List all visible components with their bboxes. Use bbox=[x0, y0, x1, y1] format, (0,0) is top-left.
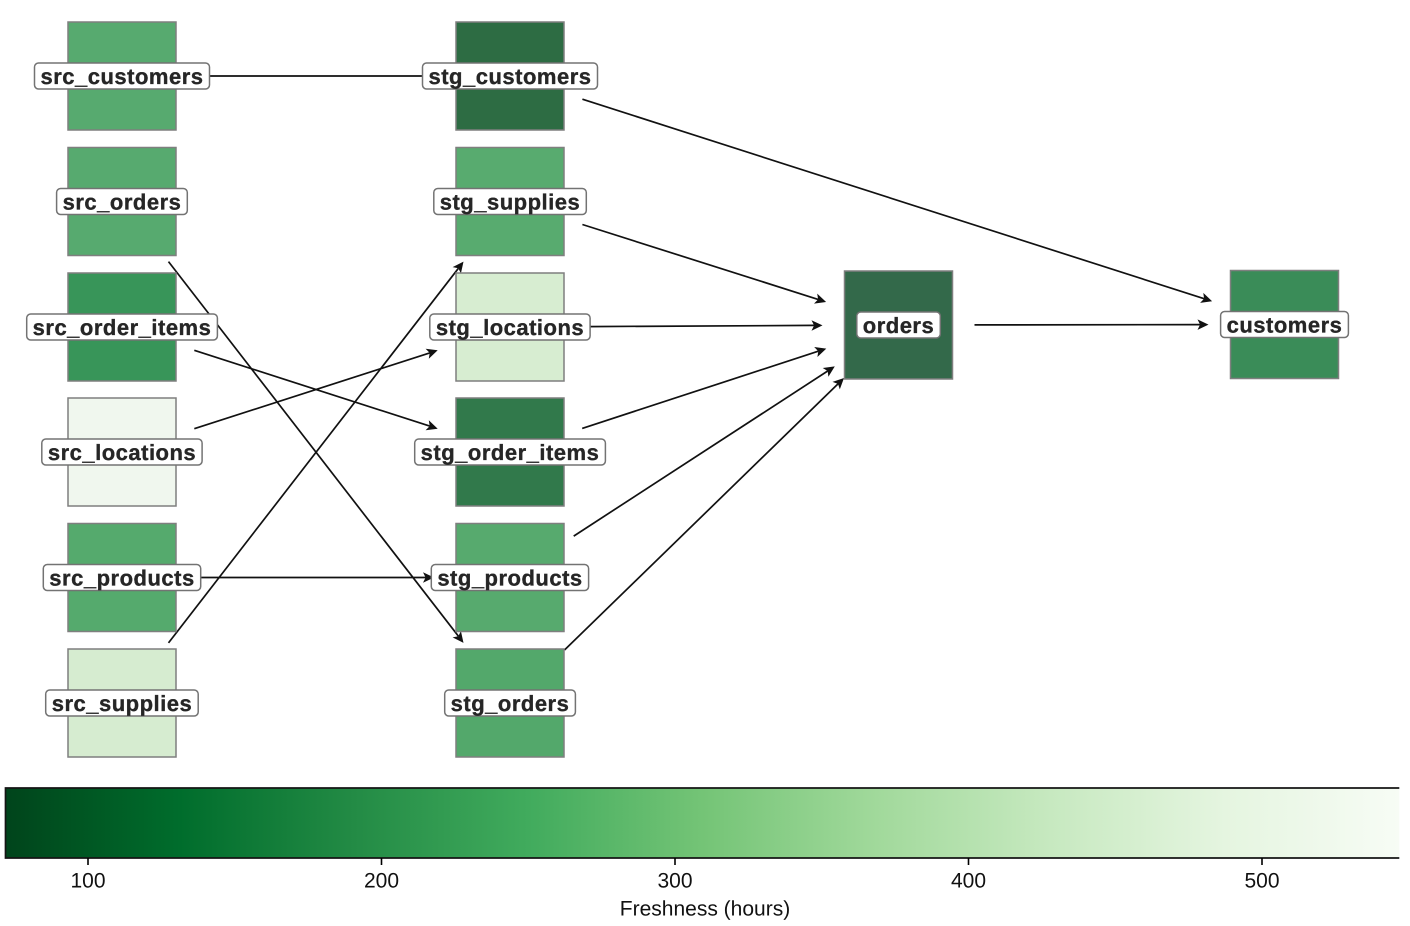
svg-text:src_order_items: src_order_items bbox=[33, 315, 212, 340]
svg-text:stg_supplies: stg_supplies bbox=[440, 189, 580, 214]
svg-text:stg_products: stg_products bbox=[437, 565, 582, 590]
svg-text:src_locations: src_locations bbox=[48, 440, 196, 465]
svg-text:stg_orders: stg_orders bbox=[451, 691, 570, 716]
svg-text:src_orders: src_orders bbox=[63, 189, 182, 214]
svg-text:stg_locations: stg_locations bbox=[436, 315, 584, 340]
svg-text:500: 500 bbox=[1244, 870, 1279, 893]
svg-text:stg_customers: stg_customers bbox=[428, 64, 591, 89]
svg-text:src_products: src_products bbox=[49, 565, 194, 590]
svg-text:400: 400 bbox=[951, 870, 986, 893]
svg-text:stg_order_items: stg_order_items bbox=[421, 440, 600, 465]
svg-text:src_customers: src_customers bbox=[40, 64, 203, 89]
svg-text:300: 300 bbox=[657, 870, 692, 893]
svg-text:customers: customers bbox=[1227, 312, 1343, 337]
svg-text:100: 100 bbox=[70, 870, 105, 893]
svg-text:src_supplies: src_supplies bbox=[52, 691, 193, 716]
svg-text:Freshness (hours): Freshness (hours) bbox=[620, 898, 790, 921]
svg-text:orders: orders bbox=[863, 313, 934, 338]
svg-text:200: 200 bbox=[364, 870, 399, 893]
